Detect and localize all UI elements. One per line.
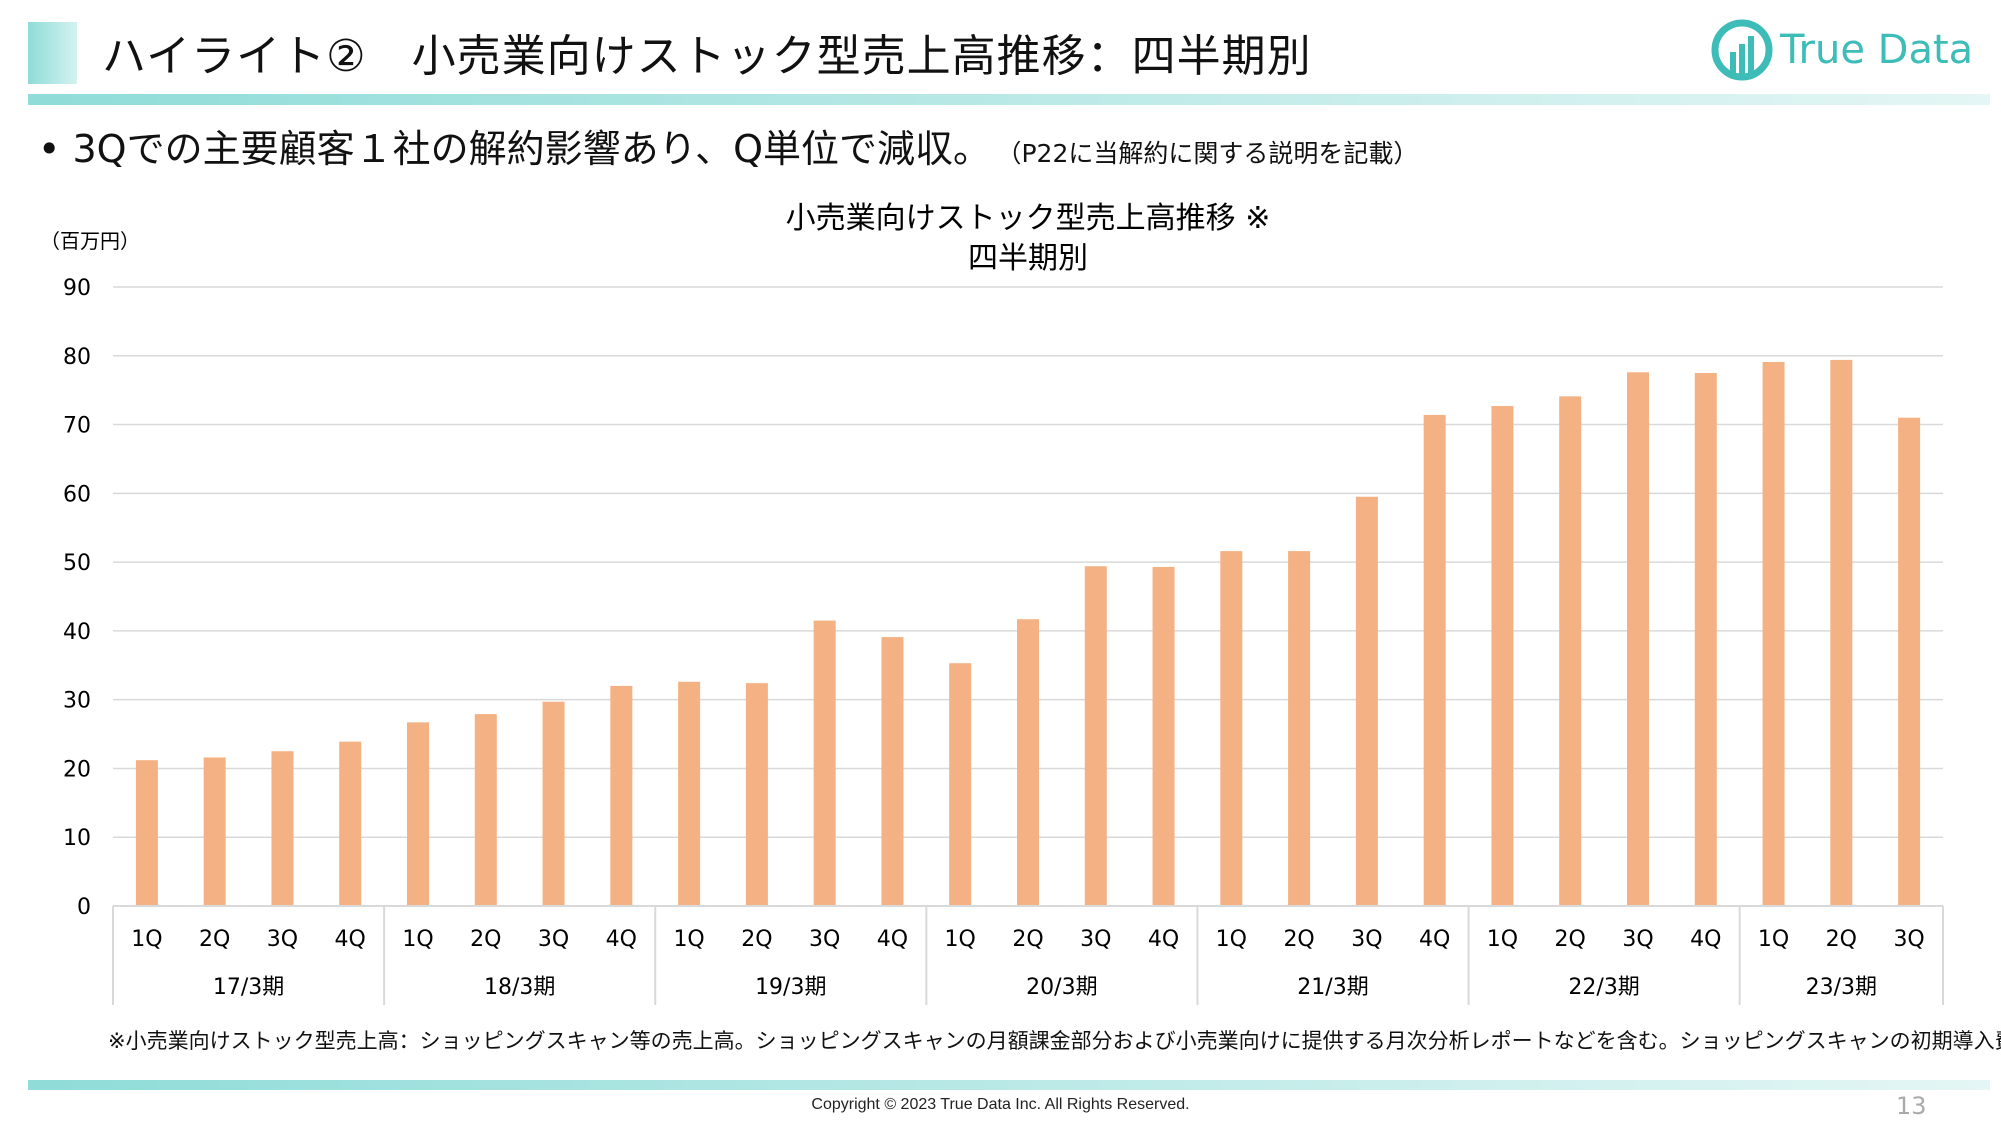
- x-tick-label-quarter: 1Q: [1487, 927, 1518, 952]
- bar: [474, 714, 497, 906]
- footer-divider: [28, 1080, 1990, 1090]
- x-tick-label-quarter: 2Q: [1283, 927, 1314, 952]
- x-tick-label-quarter: 1Q: [1758, 927, 1789, 952]
- x-tick-label-quarter: 1Q: [402, 927, 433, 952]
- x-tick-label-quarter: 2Q: [470, 927, 501, 952]
- x-tick-label-quarter: 3Q: [809, 927, 840, 952]
- bar: [881, 637, 904, 906]
- x-tick-label-quarter: 3Q: [267, 927, 298, 952]
- page-title: ハイライト② 小売業向けストック型売上高推移：四半期別: [102, 31, 1312, 82]
- x-tick-label-quarter: 1Q: [1216, 927, 1247, 952]
- x-tick-label-quarter: 1Q: [673, 927, 704, 952]
- x-tick-label-quarter: 4Q: [1690, 927, 1721, 952]
- bar: [1017, 619, 1039, 906]
- bar: [1152, 566, 1175, 906]
- bar: [1627, 372, 1649, 907]
- bullet-note: （P22に当解約に関する説明を記載）: [1008, 139, 1419, 168]
- bar: [339, 741, 362, 906]
- footnote: ※小売業向けストック型売上高：ショッピングスキャン等の売上高。ショッピングスキャ…: [108, 1029, 2001, 1053]
- bullet-text: 3Qでの主要顧客１社の解約影響あり、Q単位で減収。: [72, 127, 991, 171]
- y-tick-label: 30: [63, 689, 91, 714]
- chart-title-line2: 四半期別: [968, 241, 1088, 276]
- bar: [1355, 496, 1378, 906]
- title-accent-block: [28, 22, 77, 84]
- x-tick-label-quarter: 4Q: [877, 927, 908, 952]
- bar: [1762, 361, 1785, 906]
- highlight-bullet: • 3Qでの主要顧客１社の解約影響あり、Q単位で減収。 （P22に当解約に関する説…: [38, 127, 1419, 171]
- x-tick-label-quarter: 1Q: [131, 927, 162, 952]
- bar: [135, 760, 158, 906]
- bar: [678, 681, 701, 906]
- bar: [745, 683, 768, 906]
- bar: [1423, 414, 1446, 906]
- x-group-label: 22/3期: [1568, 975, 1639, 1000]
- y-tick-label: 90: [63, 276, 91, 301]
- x-tick-label-quarter: 2Q: [741, 927, 772, 952]
- logo-text: True Data: [1780, 27, 1974, 73]
- x-tick-label-quarter: 1Q: [945, 927, 976, 952]
- page-number: 13: [1896, 1092, 1927, 1120]
- x-tick-label-quarter: 2Q: [199, 927, 230, 952]
- y-tick-label: 80: [63, 345, 91, 370]
- bar: [1830, 359, 1853, 907]
- bar: [813, 620, 836, 906]
- bar: [1898, 417, 1921, 906]
- y-tick-label: 0: [77, 895, 91, 920]
- bar: [542, 701, 565, 906]
- x-tick-label-quarter: 3Q: [1622, 927, 1653, 952]
- bar: [949, 663, 972, 906]
- x-tick-label-quarter: 3Q: [538, 927, 569, 952]
- x-tick-label-quarter: 3Q: [1080, 927, 1111, 952]
- x-group-label: 17/3期: [213, 975, 284, 1000]
- y-tick-label: 50: [63, 551, 91, 576]
- x-tick-label-quarter: 2Q: [1826, 927, 1857, 952]
- header-divider: [28, 94, 1990, 105]
- y-tick-label: 10: [63, 826, 91, 851]
- bar: [1220, 551, 1243, 906]
- x-group-label: 20/3期: [1026, 975, 1097, 1000]
- x-tick-label-quarter: 4Q: [1148, 927, 1179, 952]
- bar: [271, 751, 294, 906]
- x-tick-label-quarter: 4Q: [606, 927, 637, 952]
- x-group-label: 21/3期: [1297, 975, 1368, 1000]
- bar: [1694, 372, 1717, 906]
- bar: [1559, 396, 1582, 906]
- x-tick-label-quarter: 4Q: [1419, 927, 1450, 952]
- y-tick-label: 20: [63, 757, 91, 782]
- logo-mark-icon: [1711, 19, 1773, 81]
- y-tick-label: 70: [63, 414, 91, 439]
- bar: [203, 757, 226, 906]
- bar: [1084, 566, 1107, 906]
- bar: [1288, 551, 1311, 906]
- copyright: Copyright © 2023 True Data Inc. All Righ…: [811, 1096, 1190, 1113]
- true-data-logo: True Data: [1710, 18, 1973, 82]
- x-group-label: 19/3期: [755, 975, 826, 1000]
- x-group-label: 23/3期: [1806, 975, 1877, 1000]
- bar: [407, 722, 429, 906]
- x-tick-label-quarter: 3Q: [1351, 927, 1382, 952]
- bar: [1491, 405, 1514, 906]
- y-tick-label: 40: [63, 620, 91, 645]
- x-group-label: 18/3期: [484, 975, 555, 1000]
- bar: [610, 685, 633, 906]
- x-tick-label-quarter: 3Q: [1893, 927, 1924, 952]
- chart-title-line1: 小売業向けストック型売上高推移 ※: [786, 201, 1271, 236]
- x-tick-label-quarter: 2Q: [1012, 927, 1043, 952]
- y-tick-label: 60: [63, 482, 91, 507]
- x-tick-label-quarter: 2Q: [1555, 927, 1586, 952]
- x-tick-label-quarter: 4Q: [335, 927, 366, 952]
- y-axis-unit-label: （百万円）: [40, 229, 140, 253]
